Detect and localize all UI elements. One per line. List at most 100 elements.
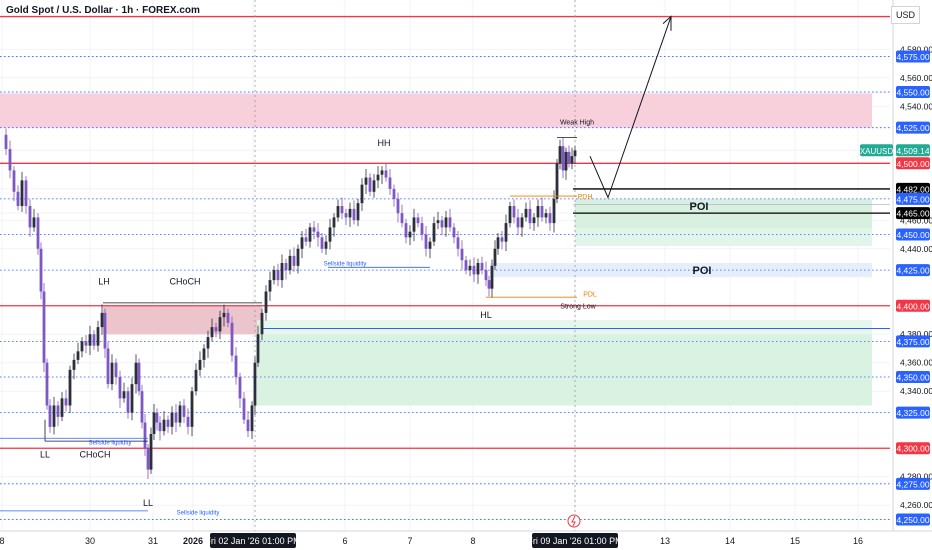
candle-body: [360, 184, 364, 204]
candle-body: [126, 391, 130, 413]
candle-body: [352, 208, 356, 221]
y-label-box-3: [896, 144, 930, 157]
x-label-8: Fri 09 Jan '26 01:00 PM: [527, 536, 622, 546]
candle-body: [234, 355, 238, 377]
annotation-label-8: PDH: [578, 194, 593, 201]
chart-title: Gold Spot / U.S. Dollar · 1h · FOREX.com: [6, 5, 200, 16]
candle-body: [268, 280, 272, 292]
candle-body: [420, 223, 424, 235]
currency-button[interactable]: USD: [890, 6, 920, 24]
candle-body: [152, 412, 156, 434]
x-label-0: 8: [0, 536, 5, 546]
candle-body: [48, 405, 52, 427]
candle-body: [260, 312, 264, 335]
candle-body: [436, 220, 440, 224]
candle-body: [162, 419, 166, 432]
candle-body: [404, 223, 408, 238]
candle-body: [432, 223, 436, 242]
annotation-label-13: Sellside liquidity: [177, 511, 220, 517]
candle-body: [476, 263, 480, 275]
candle-body: [264, 291, 268, 313]
candle-body: [532, 217, 536, 224]
x-label-1: 30: [85, 536, 95, 546]
x-label-3: 2026: [183, 536, 203, 546]
zone-green-top: [262, 320, 872, 335]
candle-body: [226, 312, 230, 323]
candle-body: [552, 198, 556, 224]
candle-body: [130, 384, 134, 413]
y-label-text-0: 4,575.00: [896, 52, 929, 62]
candle-body: [400, 213, 404, 224]
x-label-box-4: [210, 533, 296, 548]
candle-body: [344, 213, 348, 218]
candle-body: [122, 391, 126, 399]
candle-body: [88, 334, 92, 346]
candle-body: [182, 405, 186, 417]
y-label-text-14: 4,300.00: [896, 444, 929, 454]
y-tick-label-0: 4,260.00: [900, 500, 932, 510]
y-label-text-5: 4,482.00: [896, 184, 929, 194]
candle-body: [520, 217, 524, 228]
y-label-box-1: [896, 86, 930, 99]
x-label-5: 6: [342, 536, 347, 546]
annotation-label-5: LL: [143, 498, 153, 508]
candle-body: [12, 170, 16, 192]
candle-body: [288, 255, 292, 271]
candle-body: [508, 206, 512, 224]
candle-body: [4, 134, 8, 150]
candle-body: [218, 317, 222, 332]
y-label-text-8: 4,450.00: [896, 230, 929, 240]
candle-body: [56, 405, 60, 417]
y-label-box-2: [896, 121, 930, 134]
candle-body: [272, 270, 276, 281]
candle-body: [392, 188, 396, 199]
annotation-label-4: CHoCH: [79, 450, 110, 460]
candle-body: [464, 260, 468, 271]
annotation-label-2: CHoCH: [169, 277, 200, 287]
y-tick-label-8: 4,560.00: [900, 73, 932, 83]
candle-body: [452, 227, 456, 238]
candle-body: [146, 448, 150, 470]
candle-body: [174, 412, 178, 423]
candle-body: [468, 265, 472, 271]
y-tick-label-6: 4,460.00: [900, 215, 932, 225]
y-label-box-11: [896, 335, 930, 348]
x-label-12: 16: [853, 536, 863, 546]
annotation-label-1: LH: [98, 277, 110, 287]
y-tick-label-4: 4,380.00: [900, 329, 932, 339]
candle-body: [118, 376, 122, 399]
candle-body: [202, 348, 206, 360]
candle-body: [206, 337, 210, 349]
candle-body: [456, 237, 460, 249]
y-label-box-9: [896, 264, 930, 277]
candle-body: [500, 237, 504, 242]
y-label-text-1: 4,550.00: [896, 88, 929, 98]
candle-body: [170, 412, 174, 427]
candle-body: [92, 334, 96, 346]
candle-body: [304, 237, 308, 242]
candle-body: [114, 362, 118, 377]
candle-body: [230, 322, 234, 356]
candle-body: [110, 362, 114, 385]
candles-group: [4, 128, 577, 479]
candle-body: [140, 391, 144, 423]
candle-body: [396, 198, 400, 214]
candle-body: [300, 237, 304, 249]
candle-body: [472, 265, 476, 275]
candle-body: [155, 412, 159, 423]
candle-body: [496, 237, 500, 249]
candle-body: [412, 217, 416, 232]
candle-body: [198, 359, 202, 370]
candle-body: [490, 265, 494, 289]
candle-body: [190, 391, 194, 427]
candle-body: [72, 359, 76, 370]
candle-body: [487, 280, 491, 289]
candle-body: [20, 180, 24, 207]
candle-body: [214, 327, 218, 332]
candle-body: [356, 203, 360, 221]
candle-body: [376, 174, 380, 181]
zone-1: [103, 305, 262, 335]
candle-body: [312, 227, 316, 232]
y-tick-label-1: 4,280.00: [900, 472, 932, 482]
